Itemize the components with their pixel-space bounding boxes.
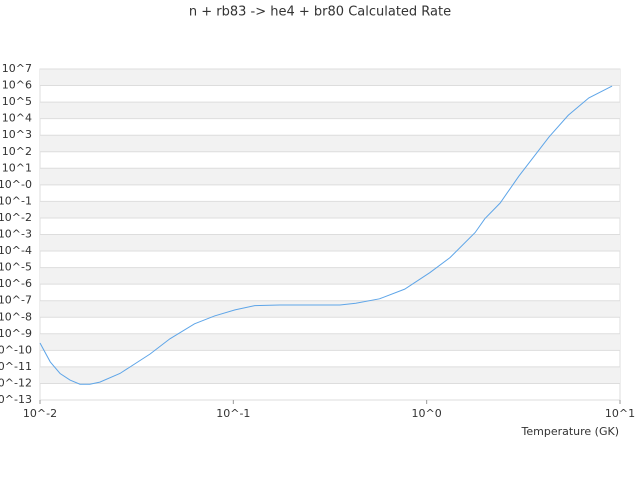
y-tick-label: 10^-1 [0,194,32,207]
grid-band [40,300,620,318]
data-line [39,85,613,385]
y-tick-label: 10^-2 [0,211,32,224]
y-tick-label: 10^-3 [0,228,32,241]
x-axis-label: Temperature (GK) [521,425,620,438]
grid-band [40,366,620,384]
y-tick-label: 10^-13 [0,393,32,406]
y-tick-label: 10^-12 [0,376,32,389]
y-tick-label: 10^-9 [0,327,32,340]
y-tick-label: 10^-8 [0,310,32,323]
x-tick-label: 10^1 [605,407,635,420]
grid-band [40,102,620,119]
y-tick-label: 10^-7 [0,294,32,307]
grid-band [40,267,620,285]
y-tick-label: 10^1 [2,161,32,174]
x-tick-label: 10^0 [412,407,442,420]
y-tick-label: 10^-11 [0,360,32,373]
y-tick-label: 10^4 [2,112,32,125]
chart-title: n + rb83 -> he4 + br80 Calculated Rate [189,5,451,20]
y-tick-label: 10^5 [2,95,32,108]
y-tick-label: 10^2 [2,145,32,158]
grid-band [40,333,620,351]
y-tick-label: 10^-0 [0,178,32,191]
y-tick-label: 10^3 [2,128,32,141]
x-tick-label: 10^-1 [216,407,250,420]
y-tick-label: 10^-4 [0,244,32,257]
y-tick-label: 10^7 [2,62,32,75]
y-tick-label: 10^-5 [0,261,32,274]
grid-band [40,69,620,86]
grid-band [40,135,620,152]
y-tick-label: 10^-6 [0,277,32,290]
y-tick-label: 10^-10 [0,343,32,356]
grid-band [40,168,620,185]
grid-band [40,234,620,252]
grid-band [40,201,620,218]
y-tick-label: 10^6 [2,79,32,92]
x-tick-label: 10^-2 [23,407,57,420]
